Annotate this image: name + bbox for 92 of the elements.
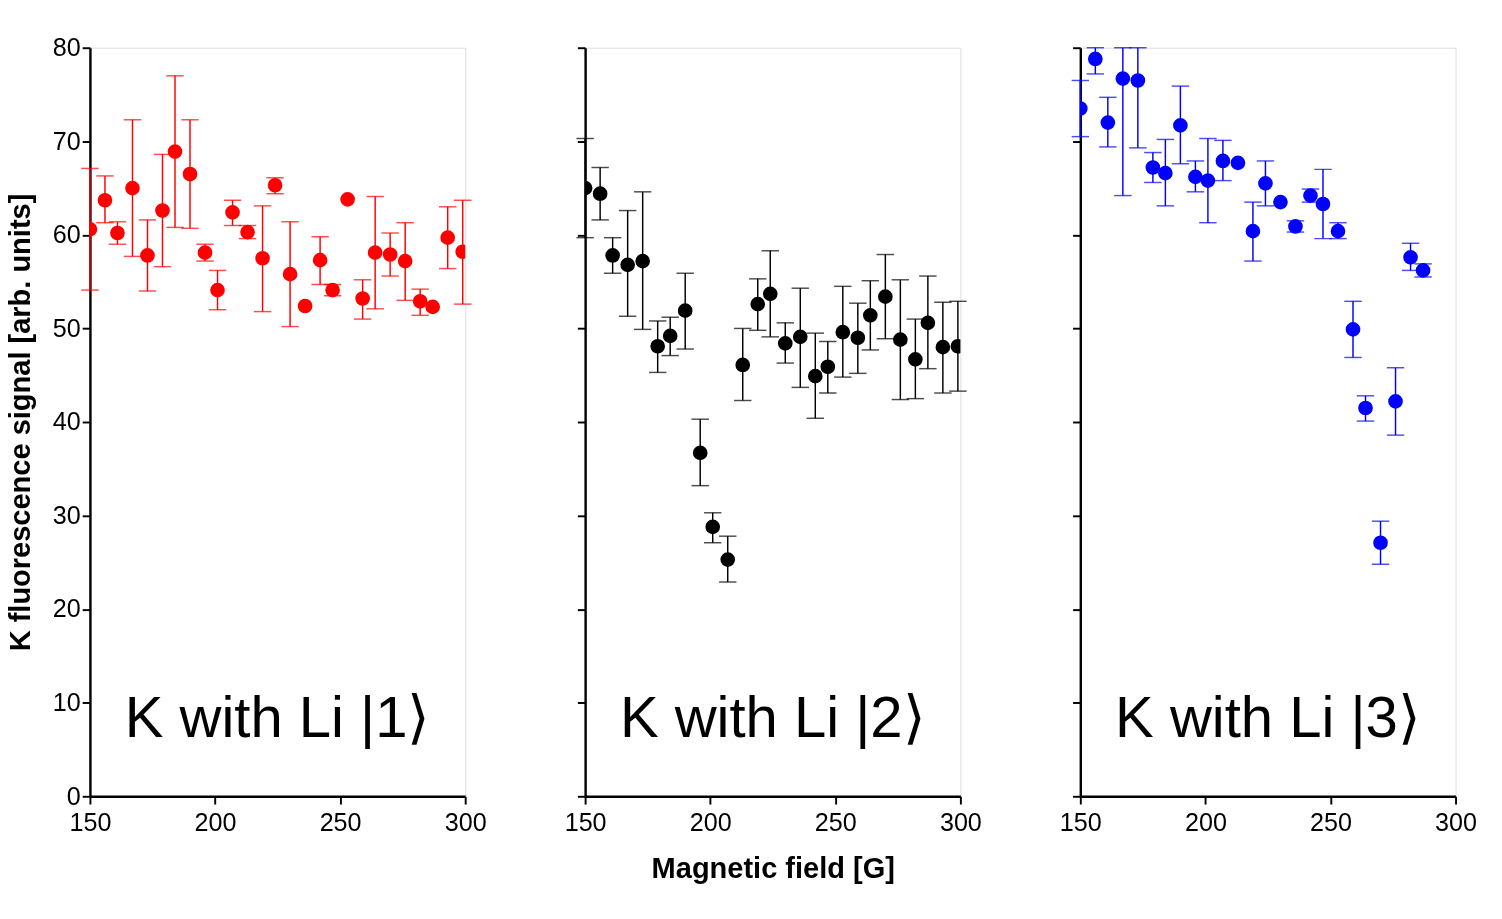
point	[850, 330, 866, 346]
point	[1130, 73, 1146, 88]
point	[110, 225, 125, 241]
point	[735, 357, 751, 373]
point	[1258, 176, 1273, 191]
point	[1100, 115, 1116, 130]
y-tick-label: 0	[66, 781, 81, 810]
point	[677, 303, 693, 318]
x-tick-label: 250	[1310, 807, 1352, 836]
point	[397, 253, 413, 269]
point	[920, 315, 936, 331]
point	[425, 299, 441, 315]
point	[777, 336, 793, 351]
point	[1315, 196, 1331, 212]
point	[908, 352, 923, 367]
y-tick-label: 20	[52, 594, 81, 623]
annotation: K with Li |1⟩	[124, 684, 431, 750]
point	[155, 203, 170, 218]
point	[620, 257, 635, 273]
point	[1403, 250, 1418, 265]
x-tick-label: 150	[1059, 807, 1102, 836]
point	[750, 296, 766, 312]
point	[367, 245, 383, 260]
point	[1230, 155, 1246, 171]
point	[1215, 153, 1231, 169]
x-tick-label: 200	[194, 807, 237, 836]
point	[762, 286, 778, 302]
point	[1158, 165, 1173, 181]
point	[1188, 169, 1203, 185]
y-tick-label: 50	[52, 313, 81, 342]
point	[935, 339, 951, 355]
point	[340, 192, 355, 207]
x-tick-label: 300	[444, 807, 487, 836]
point	[1115, 71, 1131, 86]
y-axis-title: K fluorescence signal [arb. units]	[3, 193, 36, 652]
point	[835, 324, 851, 340]
point	[862, 308, 878, 323]
point	[1245, 223, 1261, 239]
point	[382, 247, 398, 262]
point	[355, 291, 370, 306]
point	[125, 180, 140, 196]
point	[167, 144, 183, 159]
y-tick-label: 70	[52, 126, 81, 155]
point	[1358, 400, 1373, 416]
point	[182, 166, 198, 182]
x-tick-label: 300	[939, 807, 982, 836]
point	[440, 230, 456, 245]
x-tick-label: 250	[814, 807, 857, 836]
point	[312, 252, 328, 268]
x-tick-label: 250	[319, 807, 362, 836]
point	[592, 186, 608, 202]
point	[1200, 173, 1216, 188]
point	[297, 298, 313, 314]
point	[1145, 160, 1161, 175]
x-tick-label: 200	[689, 807, 732, 836]
annotation: K with Li |2⟩	[619, 684, 926, 750]
y-tick-label: 30	[52, 500, 81, 529]
x-tick-label: 150	[564, 807, 607, 836]
x-tick-label: 200	[1184, 807, 1227, 836]
x-tick-label: 150	[69, 807, 112, 836]
point	[662, 328, 678, 344]
point	[97, 192, 113, 208]
point	[820, 359, 836, 375]
point	[255, 250, 270, 266]
point	[1388, 394, 1403, 409]
point	[650, 338, 666, 354]
point	[720, 552, 736, 567]
point	[210, 282, 225, 298]
point	[878, 289, 893, 304]
point	[807, 368, 823, 384]
y-tick-label: 80	[52, 32, 81, 61]
point	[412, 293, 428, 309]
point	[1087, 51, 1103, 67]
x-tick-label: 300	[1435, 807, 1478, 836]
point	[792, 329, 808, 345]
point	[225, 205, 240, 220]
annotation: K with Li |3⟩	[1115, 684, 1421, 750]
point	[282, 266, 298, 282]
point	[692, 445, 708, 461]
y-tick-label: 60	[52, 220, 81, 249]
point	[635, 253, 651, 269]
point	[140, 248, 155, 263]
point	[705, 519, 721, 535]
point	[1173, 118, 1188, 133]
point	[893, 332, 908, 347]
y-tick-label: 40	[52, 407, 81, 436]
y-tick-label: 10	[52, 687, 81, 716]
point	[1273, 194, 1288, 210]
point	[1345, 322, 1361, 337]
point	[605, 248, 620, 263]
x-axis-title: Magnetic field [G]	[651, 852, 895, 885]
point	[1373, 535, 1388, 551]
